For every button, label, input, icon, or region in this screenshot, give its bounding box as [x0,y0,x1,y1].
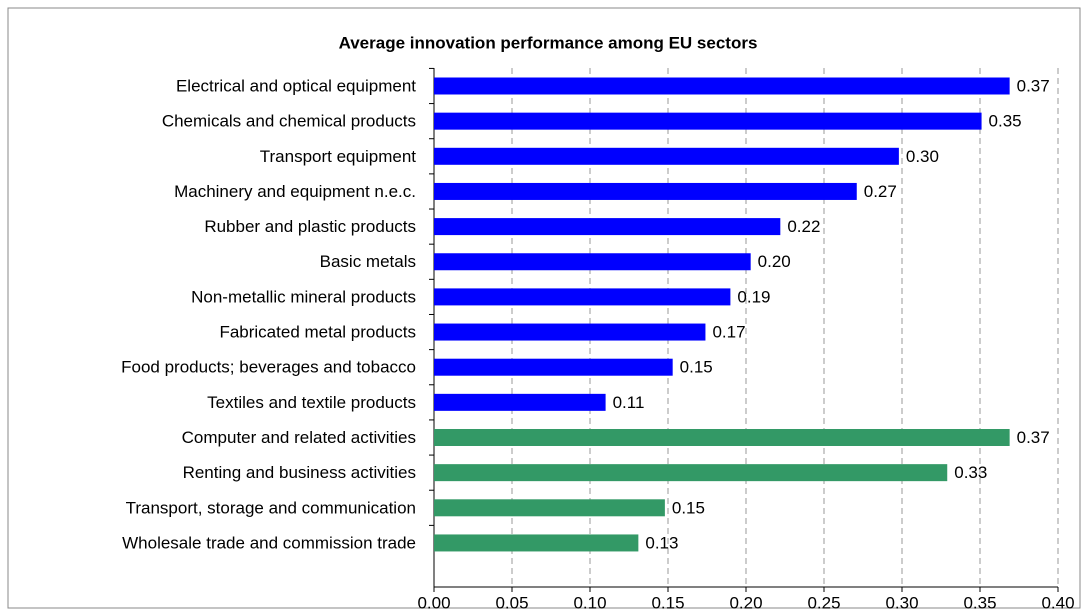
y-tick-label: Textiles and textile products [207,393,416,412]
bar [434,464,948,482]
value-label: 0.17 [712,323,745,342]
y-tick-label: Transport equipment [260,147,417,166]
bar [434,358,673,376]
value-label: 0.15 [680,358,713,377]
bar [434,499,665,517]
y-tick-label: Rubber and plastic products [204,217,416,236]
chart-title: Average innovation performance among EU … [339,33,758,52]
bar [434,393,606,411]
y-tick-label: Machinery and equipment n.e.c. [174,182,416,201]
x-tick-label: 0.05 [495,593,528,610]
y-tick-label: Basic metals [320,252,416,271]
value-label: 0.37 [1017,76,1050,95]
value-label: 0.11 [613,393,645,412]
bar [434,112,982,130]
y-tick-label: Chemicals and chemical products [162,112,416,131]
value-label: 0.20 [758,252,791,271]
y-tick-label: Food products; beverages and tobacco [121,358,416,377]
x-tick-label: 0.00 [417,593,450,610]
y-tick-label: Wholesale trade and commission trade [122,533,416,552]
x-tick-label: 0.35 [963,593,996,610]
y-tick-label: Transport, storage and communication [126,498,416,517]
bar [434,429,1010,446]
bar [434,253,751,271]
value-label: 0.35 [989,112,1022,131]
x-tick-label: 0.40 [1041,593,1074,610]
value-label: 0.19 [737,287,770,306]
bar [434,77,1010,95]
bar [434,288,731,306]
y-tick-label: Fabricated metal products [219,323,416,342]
value-label: 0.37 [1017,428,1050,447]
value-label: 0.30 [906,147,939,166]
x-tick-label: 0.20 [729,593,762,610]
y-tick-label: Electrical and optical equipment [176,76,416,95]
value-label: 0.33 [954,463,987,482]
x-tick-label: 0.25 [807,593,840,610]
y-tick-label: Non-metallic mineral products [191,287,416,306]
bar [434,218,781,236]
bar [434,182,857,200]
bar [434,323,706,341]
value-label: 0.13 [645,533,678,552]
y-tick-label: Renting and business activities [183,463,416,482]
value-label: 0.15 [672,498,705,517]
value-label: 0.22 [787,217,820,236]
chart-frame [7,7,1081,609]
y-tick-label: Computer and related activities [182,428,416,447]
bar [434,147,899,165]
x-tick-label: 0.15 [651,593,684,610]
value-label: 0.27 [864,182,897,201]
bar [434,534,639,552]
x-tick-label: 0.10 [573,593,606,610]
x-tick-label: 0.30 [885,593,918,610]
